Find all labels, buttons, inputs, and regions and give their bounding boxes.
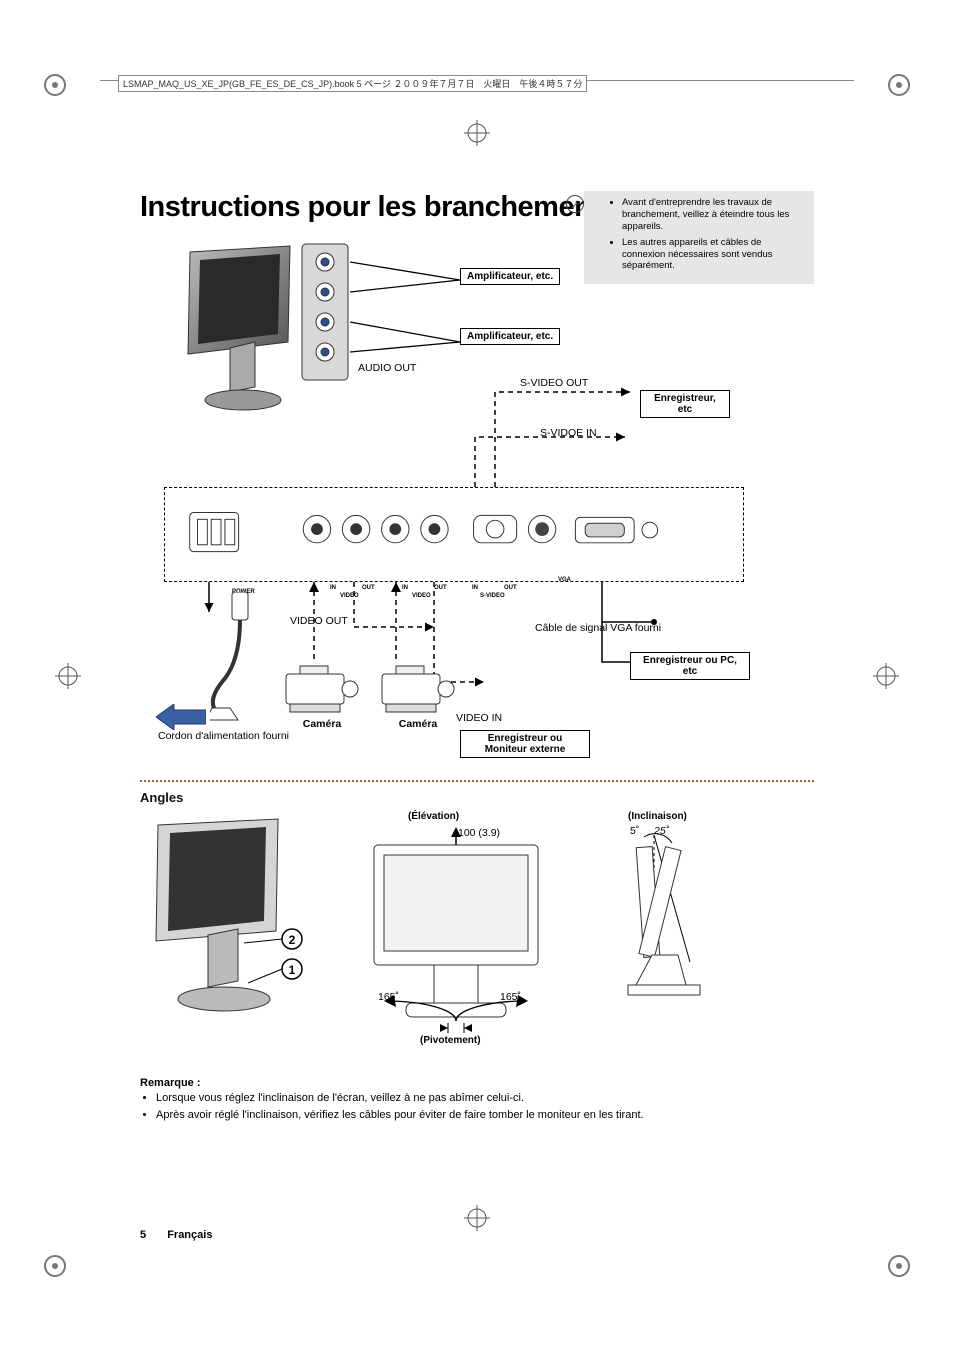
label-amplifier-1: Amplificateur, etc. (460, 268, 560, 285)
registration-mark-left (55, 663, 81, 689)
label-vga-cable: Câble de signal VGA fourni (535, 622, 661, 634)
monitor-perspective-icon (170, 242, 320, 417)
crop-mark-bottom-left (40, 1251, 70, 1281)
camera-icon-2 (376, 662, 456, 717)
remark-section: Remarque : Lorsque vous réglez l'inclina… (140, 1077, 814, 1123)
remark-heading: Remarque : (140, 1077, 814, 1089)
section-divider (140, 780, 814, 782)
svg-text:2: 2 (289, 933, 296, 947)
label-recorder-pc: Enregistreur ou PC, etc (630, 652, 750, 680)
page-content: Instructions pour les branchements Avant… (140, 191, 814, 1125)
svideo-route (440, 382, 740, 492)
monitor-front-icon (356, 823, 556, 1043)
label-swivel-left: 165˚ (378, 991, 399, 1003)
connection-diagram: Amplificateur, etc. Amplificateur, etc. … (140, 232, 814, 762)
audio-panel-icon (300, 242, 350, 382)
angles-heading: Angles (140, 790, 814, 805)
label-elevation-val: 100 (3.9) (458, 827, 500, 839)
label-tilt: (Inclinaison) (628, 811, 687, 822)
page-number: 5 (140, 1229, 146, 1241)
footer-language: Français (167, 1229, 212, 1241)
angles-diagram: 2 1 (Élévation) (140, 811, 814, 1071)
label-camera-2: Caméra (388, 718, 448, 730)
camera-icon-1 (280, 662, 360, 717)
page-footer: 5 Français (140, 1229, 212, 1241)
notice-item-1: Avant d'entreprendre les travaux de bran… (622, 197, 806, 233)
audio-arrows (350, 250, 470, 380)
svg-text:1: 1 (289, 963, 296, 977)
crop-mark-top-right (884, 70, 914, 100)
label-video-out: VIDEO OUT (290, 615, 348, 627)
wrench-icon (566, 195, 584, 213)
device-bay (164, 487, 744, 582)
blue-arrow-icon (156, 704, 206, 730)
meta-header: LSMAP_MAQ_US_XE_JP(GB_FE_ES_DE_CS_JP).bo… (118, 75, 587, 92)
power-cord-icon (210, 592, 270, 722)
label-amplifier-2: Amplificateur, etc. (460, 328, 560, 345)
monitor-side-icon (600, 827, 740, 1007)
label-audio-out: AUDIO OUT (358, 362, 416, 374)
crop-mark-top-left (40, 70, 70, 100)
registration-mark-right (873, 663, 899, 689)
label-camera-1: Caméra (292, 718, 352, 730)
label-recorder-monitor: Enregistreur ou Moniteur externe (460, 730, 590, 758)
page-frame: LSMAP_MAQ_US_XE_JP(GB_FE_ES_DE_CS_JP).bo… (100, 80, 854, 1271)
label-pivot: (Pivotement) (420, 1035, 481, 1046)
label-swivel-right: 165˚ (500, 991, 521, 1003)
label-elevation: (Élévation) (408, 811, 459, 822)
monitor-callout-icon: 2 1 (140, 811, 320, 1026)
crop-mark-bottom-right (884, 1251, 914, 1281)
remark-item-1: Lorsque vous réglez l'inclinaison de l'é… (156, 1091, 814, 1106)
label-power-cord: Cordon d'alimentation fourni (158, 730, 289, 742)
remark-item-2: Après avoir réglé l'inclinaison, vérifie… (156, 1108, 814, 1123)
label-video-in: VIDEO IN (456, 712, 502, 724)
